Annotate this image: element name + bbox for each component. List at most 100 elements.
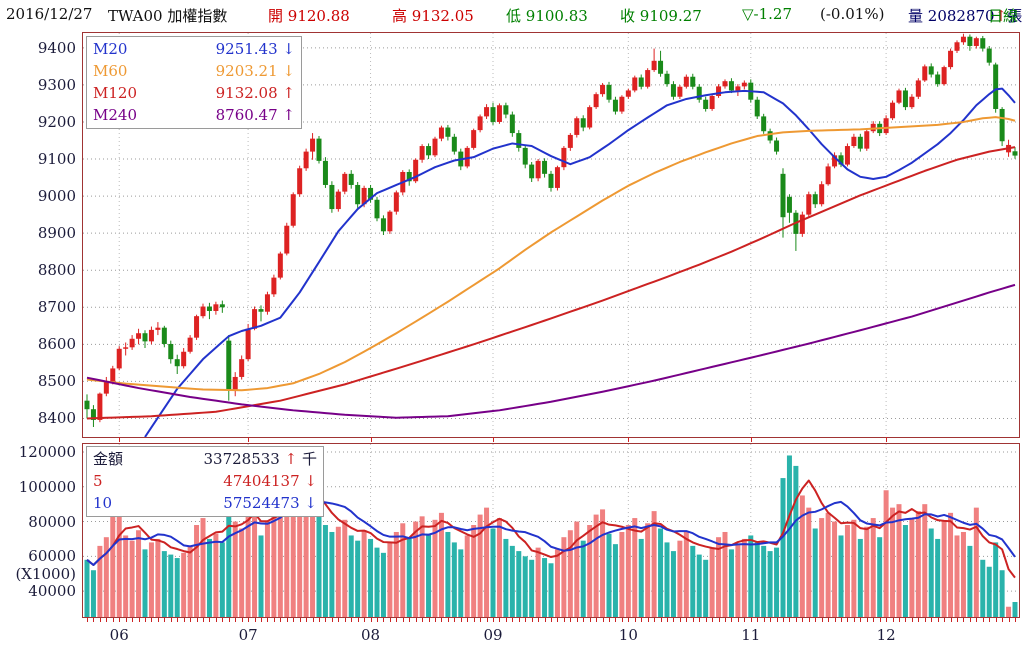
month-tick [248,437,250,442]
month-tick [493,437,494,442]
day-tick [125,618,127,622]
day-tick [215,618,217,622]
day-tick [505,618,507,622]
price-y-tick-label: 9100 [37,150,76,169]
day-tick [99,618,101,622]
m240-value: 8760.47 [215,106,278,124]
volume-up-arrow-icon: ↑ [994,7,1008,25]
legend-row-vol-ma10: 10 57524473 ↓ [93,492,317,514]
day-tick [157,618,159,622]
day-tick [435,618,436,622]
day-tick [789,618,791,622]
day-tick [621,618,623,622]
day-tick [828,618,830,622]
price-y-tick-label: 8400 [37,409,76,428]
day-tick [428,618,430,622]
volume-y-tick-label: 40000 [28,582,76,601]
day-tick [119,618,121,622]
m60-value: 9203.21 [215,62,278,80]
day-tick [93,618,95,622]
day-tick [924,618,926,622]
header-period: 日線 [988,7,1019,25]
day-tick [873,618,875,622]
day-tick [763,618,765,622]
day-tick [853,618,855,622]
day-tick [860,618,862,622]
m60-down-arrow-icon: ↓ [282,62,295,80]
day-tick [151,618,153,622]
day-tick [795,618,797,622]
m20-label: M20 [93,40,128,58]
vol-ma5-value: 47404137 [223,472,300,490]
day-tick [190,618,192,622]
day-tick [138,618,140,622]
m20-value: 9251.43 [215,40,278,58]
day-tick [596,618,598,622]
amount-value: 33728533 [203,450,280,468]
legend-row-m240: M240 8760.47 ↑ [93,104,295,126]
header-volume: 量 2082870↑張 [908,7,1023,25]
day-tick [222,618,224,622]
day-tick [918,618,920,622]
volume-y-tick-label: 100000 [18,477,76,496]
volume-chart-svg[interactable] [83,444,1019,617]
day-tick [905,618,907,622]
price-y-tick-label: 9300 [37,75,76,94]
legend-row-m20: M20 9251.43 ↓ [93,38,295,60]
day-tick [776,618,778,622]
m120-label: M120 [93,84,137,102]
day-tick [654,618,656,622]
day-tick [551,618,552,622]
day-tick [312,618,314,622]
day-tick [1015,618,1016,622]
day-tick [454,618,456,622]
vol-ma5-down-arrow-icon: ↓ [304,472,317,490]
day-tick [447,618,449,622]
day-tick [847,618,849,622]
day-tick [615,618,617,622]
day-tick [570,618,572,622]
day-tick [145,618,146,622]
day-tick [402,618,404,622]
day-tick [280,618,282,622]
day-tick [660,618,662,622]
day-tick [486,618,488,622]
day-tick [673,618,675,622]
day-tick [802,618,804,622]
vol-ma10-value: 57524473 [223,494,300,512]
day-tick [609,618,610,622]
day-tick [241,618,243,622]
price-y-tick-label: 8900 [37,224,76,243]
day-tick [976,618,978,622]
day-tick [319,618,320,622]
day-tick [183,618,185,622]
day-tick [667,618,668,622]
vol-ma10-label: 10 [93,494,113,512]
price-y-tick-label: 9000 [37,187,76,206]
day-tick [196,618,198,622]
day-tick [989,618,991,622]
price-y-tick-label: 8600 [37,335,76,354]
day-tick [87,618,88,622]
day-tick [480,618,482,622]
day-tick [963,618,965,622]
day-tick [931,618,933,622]
day-tick [576,618,578,622]
legend-row-m120: M120 9132.08 ↑ [93,82,295,104]
day-tick [396,618,398,622]
month-tick [750,437,752,442]
day-tick [306,618,308,622]
day-tick [261,618,262,622]
day-tick [351,618,353,622]
day-tick [409,618,411,622]
header-change-pct: (-0.01%) [820,5,885,23]
day-tick [273,618,275,622]
day-tick [563,618,565,622]
month-label: 08 [361,626,381,644]
price-chart-svg[interactable] [83,33,1019,437]
legend-row-amount: 金額 33728533 ↑ 千 [93,448,317,470]
day-tick [331,618,333,622]
day-tick [377,618,378,622]
month-tick [628,437,630,442]
day-tick [679,618,681,622]
